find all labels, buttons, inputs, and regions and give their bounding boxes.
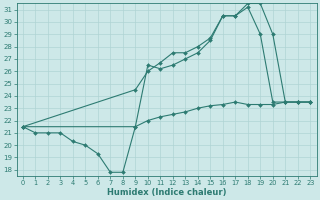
X-axis label: Humidex (Indice chaleur): Humidex (Indice chaleur) (107, 188, 226, 197)
